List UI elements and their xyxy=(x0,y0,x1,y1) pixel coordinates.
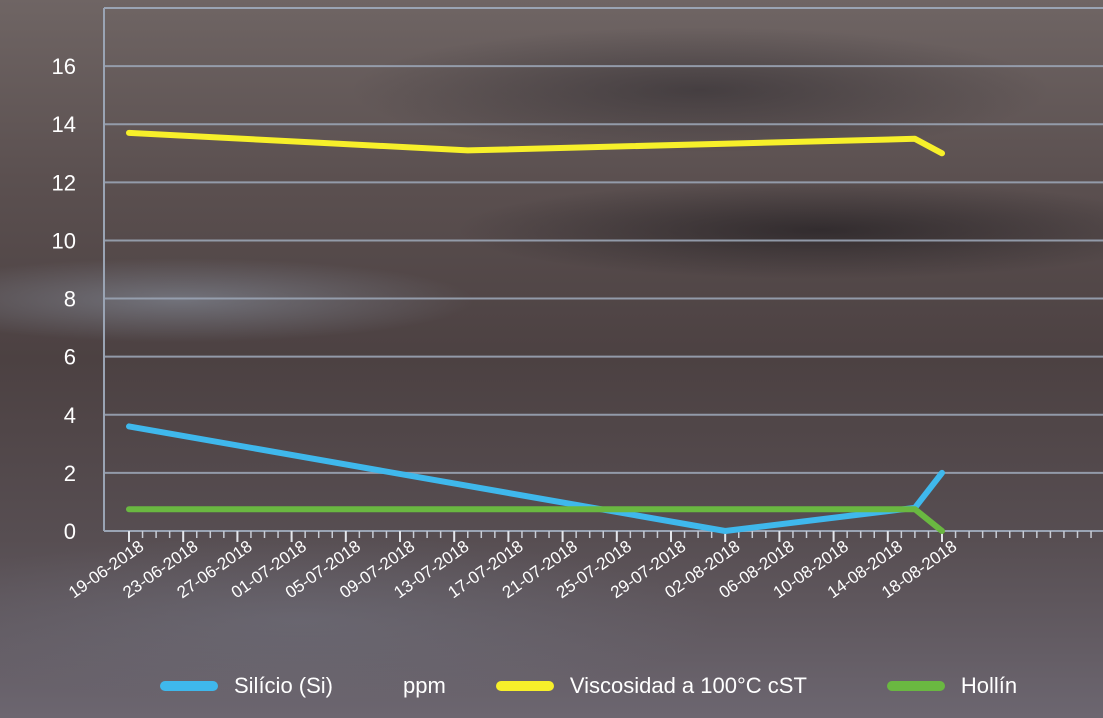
series-line-0 xyxy=(126,423,945,534)
series-lines xyxy=(126,129,945,534)
legend-item-hollin[interactable]: Hollín xyxy=(886,673,1018,699)
legend-label-silicio: Silício (Si) xyxy=(234,673,334,698)
legend-item-viscosidad[interactable]: Viscosidad a 100°C cST xyxy=(495,673,807,699)
y-tick-label: 8 xyxy=(64,287,76,312)
y-tick-label: 12 xyxy=(52,170,76,195)
legend: Silício (Si) ppm Viscosidad a 100°C cST … xyxy=(160,668,1080,704)
y-tick-label: 16 xyxy=(52,54,76,79)
legend-label-hollin: Hollín xyxy=(960,673,1018,698)
y-axis-ticks: 0 2 4 6 8 10 12 14 16 xyxy=(52,54,76,544)
y-tick-label: 10 xyxy=(52,228,76,253)
y-tick-label: 6 xyxy=(64,345,76,370)
legend-swatch-hollin xyxy=(886,681,945,691)
x-axis-ticks: 19-06-201823-06-201827-06-201801-07-2018… xyxy=(65,531,1092,602)
y-tick-label: 0 xyxy=(64,519,76,544)
y-tick-label: 2 xyxy=(64,461,76,486)
y-tick-label: 14 xyxy=(52,112,76,137)
y-tick-label: 4 xyxy=(64,403,76,428)
legend-label-ppm: ppm xyxy=(403,673,446,698)
series-line-2 xyxy=(126,506,945,534)
legend-swatch-viscosidad xyxy=(495,681,554,691)
legend-swatch-silicio xyxy=(160,681,218,691)
legend-item-silicio[interactable]: Silício (Si) xyxy=(160,673,333,699)
legend-label-viscosidad: Viscosidad a 100°C cST xyxy=(569,673,807,698)
legend-item-ppm: ppm xyxy=(403,673,446,699)
series-line-1 xyxy=(126,129,945,157)
gridlines xyxy=(103,7,1103,532)
